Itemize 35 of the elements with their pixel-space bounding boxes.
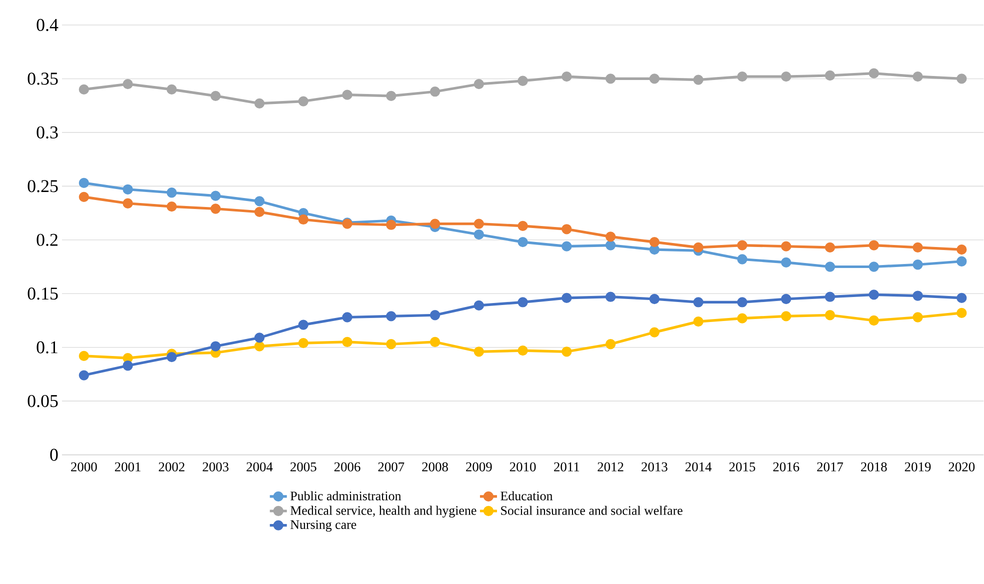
x-tick-label: 2005	[290, 462, 316, 472]
x-tick-label: 2011	[554, 462, 580, 472]
y-tick-label: 0	[50, 448, 58, 461]
y-tick-label: 0.15	[28, 288, 58, 300]
x-tick-label: 2002	[158, 462, 184, 472]
legend-label: Public administration	[290, 491, 402, 500]
y-tick-label: 0.25	[28, 180, 58, 192]
y-tick-label: 0.4	[36, 19, 58, 32]
legend-label: Education	[500, 491, 553, 500]
x-tick-label: 2006	[334, 462, 360, 472]
x-tick-label: 2007	[378, 462, 404, 472]
x-tick-label: 2012	[598, 462, 624, 472]
x-tick-label: 2015	[729, 462, 756, 472]
x-tick-label: 2001	[114, 462, 140, 472]
y-tick-label: 0.05	[28, 395, 58, 408]
x-tick-label: 2019	[904, 462, 931, 472]
x-tick-label: 2004	[246, 462, 273, 472]
x-tick-label: 2016	[773, 462, 800, 472]
legend-label: Medical service, health and hygiene	[290, 506, 476, 518]
x-tick-label: 2008	[422, 462, 448, 472]
y-tick-label: 0.2	[36, 234, 58, 246]
y-tick-label: 0.1	[36, 341, 58, 354]
x-tick-label: 2020	[948, 462, 975, 472]
x-tick-label: 2000	[71, 462, 97, 472]
x-tick-label: 2010	[510, 462, 536, 472]
x-tick-label: 2009	[466, 462, 492, 472]
y-tick-label: 0.3	[36, 126, 58, 139]
x-tick-label: 2013	[642, 462, 668, 472]
legend-label: Nursing care	[290, 520, 356, 532]
y-tick-label: 0.35	[28, 72, 58, 85]
x-tick-label: 2014	[685, 462, 712, 472]
x-tick-label: 2017	[817, 462, 844, 472]
x-tick-label: 2003	[202, 462, 229, 472]
legend-label: Social insurance and social welfare	[501, 506, 682, 516]
x-tick-label: 2018	[861, 462, 887, 472]
